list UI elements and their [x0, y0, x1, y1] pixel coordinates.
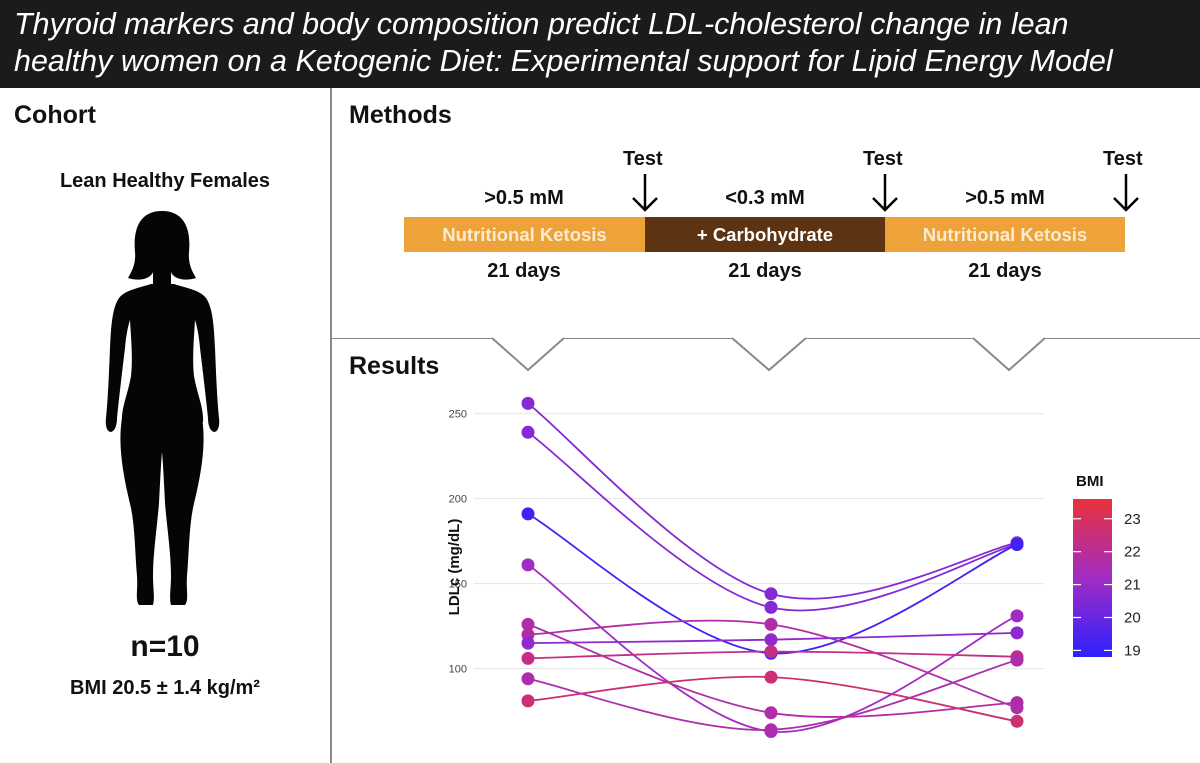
data-point: [521, 425, 535, 439]
title-line-1: Thyroid markers and body composition pre…: [14, 7, 1069, 41]
data-point: [1010, 609, 1024, 623]
data-point: [1010, 538, 1024, 551]
test-label-2: Test: [863, 148, 903, 170]
test-label-3: Test: [1103, 148, 1143, 170]
data-point: [764, 670, 778, 684]
phase-2-bar: + Carbohydrate: [645, 217, 885, 252]
series-line: [527, 402, 1018, 600]
legend-tick-label: 20: [1124, 610, 1141, 627]
phase-1-duration: 21 days: [487, 260, 561, 282]
test-label-1: Test: [623, 148, 663, 170]
methods-panel: [332, 90, 1200, 338]
cohort-heading: Cohort: [14, 101, 96, 129]
down-arrow-icon: [1113, 174, 1139, 212]
series-line: [527, 659, 1018, 731]
legend-tick-label: 22: [1124, 544, 1141, 561]
cohort-n: n=10: [130, 630, 200, 663]
data-point: [521, 558, 535, 572]
methods-heading: Methods: [349, 101, 452, 129]
phase-notch-connectors: [491, 337, 1046, 372]
data-point: [764, 645, 778, 659]
legend-tick-label: 21: [1124, 577, 1141, 594]
cohort-subtitle: Lean Healthy Females: [59, 170, 271, 192]
data-point: [1010, 626, 1024, 640]
results-panel: [332, 340, 1200, 763]
data-point: [521, 617, 535, 631]
data-point: [521, 651, 535, 665]
legend-title: BMI: [1076, 473, 1104, 490]
phase-1-concentration: >0.5 mM: [484, 187, 564, 209]
data-point: [521, 694, 535, 708]
y-axis-label: LDLc (mg/dL): [446, 518, 463, 616]
vertical-divider: [330, 88, 332, 763]
data-point: [1010, 653, 1024, 667]
data-point: [521, 507, 535, 521]
data-point: [764, 723, 778, 737]
data-point: [764, 600, 778, 614]
y-tick-label: 200: [449, 494, 467, 506]
y-tick-label: 250: [449, 409, 467, 421]
title-line-2: healthy women on a Ketogenic Diet: Exper…: [14, 44, 1113, 78]
y-tick-label: 150: [449, 579, 467, 591]
phase-3-duration: 21 days: [968, 260, 1042, 282]
data-point: [521, 636, 535, 650]
down-arrow-icon: [872, 174, 898, 212]
data-point: [764, 706, 778, 720]
phase-3-bar: Nutritional Ketosis: [885, 217, 1125, 252]
bmi-colorbar: [1073, 499, 1112, 657]
data-point: [764, 617, 778, 631]
data-point: [1010, 701, 1024, 715]
data-point: [1010, 714, 1024, 728]
title-bar: Thyroid markers and body composition pre…: [0, 0, 1200, 88]
legend-tick-label: 19: [1124, 642, 1141, 659]
poster-title: Thyroid markers and body composition pre…: [14, 6, 1194, 80]
down-arrow-icon: [632, 174, 658, 212]
phase-2-concentration: <0.3 mM: [725, 187, 805, 209]
data-point: [521, 672, 535, 686]
cohort-bmi: BMI 20.5 ± 1.4 kg/m²: [70, 677, 260, 699]
phase-1-bar: Nutritional Ketosis: [404, 217, 645, 252]
y-tick-label: 100: [449, 664, 467, 676]
data-point: [764, 587, 778, 601]
data-point: [521, 396, 535, 410]
legend-tick-label: 23: [1124, 511, 1141, 528]
phase-3-concentration: >0.5 mM: [965, 187, 1045, 209]
results-heading: Results: [349, 352, 440, 380]
phase-2-duration: 21 days: [728, 260, 802, 282]
female-silhouette-icon: [105, 211, 220, 605]
data-point: [764, 633, 778, 647]
